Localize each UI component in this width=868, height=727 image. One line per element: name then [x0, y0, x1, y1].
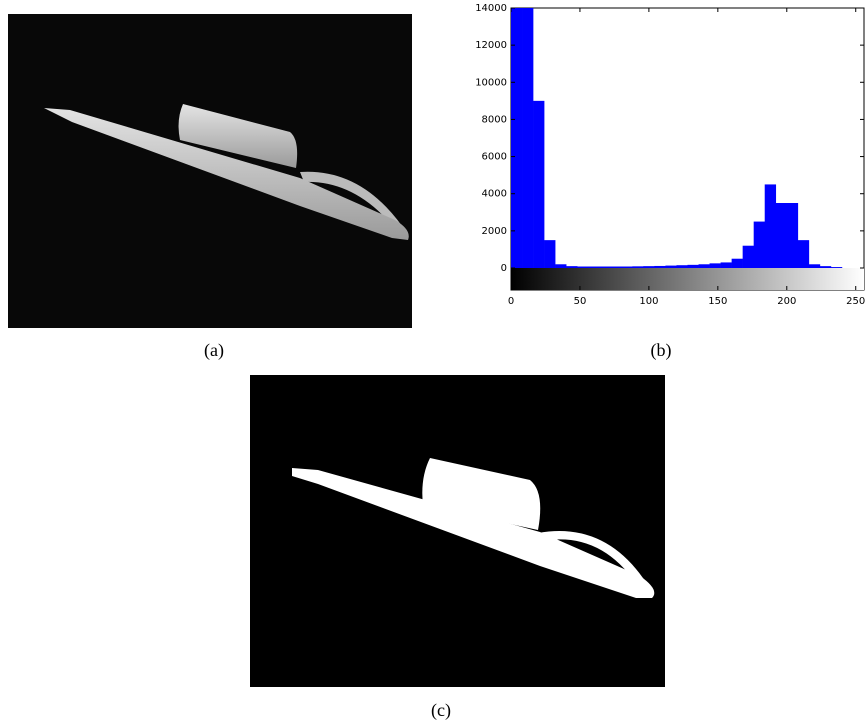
bar [732, 259, 743, 268]
bar [721, 262, 732, 268]
figure: (a) 0 2000 4000 6000 8000 10000 12000 14000 0 50 1… [0, 0, 868, 727]
bar [798, 240, 809, 268]
bar [665, 266, 676, 268]
bar [820, 266, 831, 268]
x-tick-label: 200 [777, 296, 796, 307]
colorbar [511, 268, 864, 290]
bar [566, 266, 577, 268]
bar [710, 263, 721, 268]
bar [632, 266, 643, 268]
x-tick-label: 0 [508, 296, 514, 307]
bar [776, 203, 787, 268]
bar [588, 267, 599, 268]
x-tick-label: 150 [708, 296, 727, 307]
bar [688, 265, 699, 268]
caption: (b) [651, 340, 672, 361]
bar [654, 266, 665, 268]
bar [699, 264, 710, 268]
y-tick-label: 4000 [482, 189, 507, 200]
y-tick-label: 8000 [482, 114, 507, 125]
bar [831, 267, 842, 268]
caption: (a) [204, 340, 224, 361]
bar [522, 8, 533, 268]
bar [809, 264, 820, 268]
bar [765, 184, 776, 268]
x-tick-label: 250 [846, 296, 865, 307]
bar [787, 203, 798, 268]
bar [676, 265, 687, 268]
caption: (c) [431, 700, 451, 721]
y-tick-label: 0 [501, 263, 507, 274]
x-tick-label: 100 [639, 296, 658, 307]
bar [743, 246, 754, 268]
bar [599, 267, 610, 268]
y-tick-label: 2000 [482, 226, 507, 237]
bar [577, 267, 588, 268]
photo-a [8, 14, 412, 328]
bar [533, 101, 544, 268]
y-tick-label: 6000 [482, 152, 507, 163]
bar [544, 240, 555, 268]
y-tick-label: 14000 [475, 3, 507, 14]
bar [610, 267, 621, 268]
bar [511, 8, 522, 268]
bar [643, 266, 654, 268]
y-tick-label: 10000 [475, 77, 507, 88]
bar [754, 222, 765, 268]
x-tick-label: 50 [574, 296, 587, 307]
bar [621, 267, 632, 268]
bar [555, 264, 566, 268]
plot-frame [511, 8, 864, 290]
photo-c [250, 375, 665, 687]
y-tick-label: 12000 [475, 40, 507, 51]
